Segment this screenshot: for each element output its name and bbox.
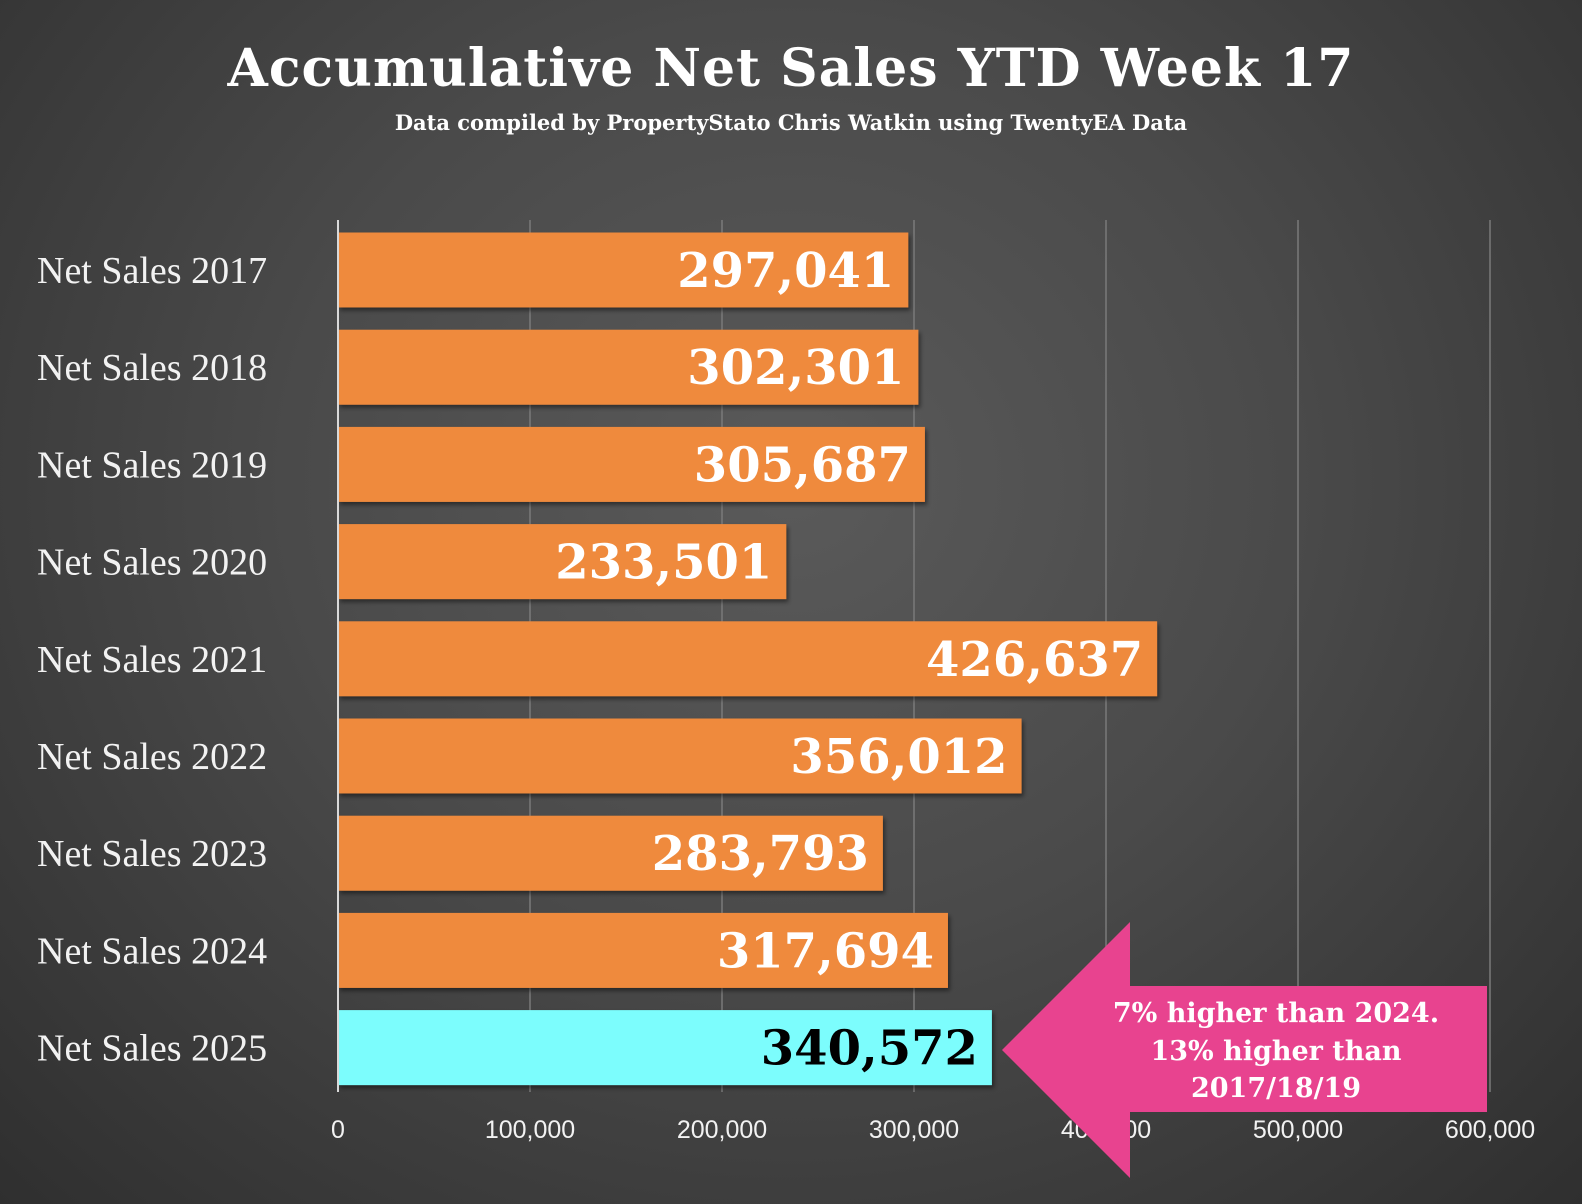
bar <box>338 621 1158 697</box>
value-label: 305,687 <box>694 437 911 493</box>
category-label: Net Sales 2022 <box>37 736 267 778</box>
x-tick-label: 300,000 <box>869 1116 959 1144</box>
x-tick-label: 0 <box>331 1116 345 1144</box>
value-label: 340,572 <box>761 1021 978 1077</box>
bar-highlight <box>338 1010 992 1086</box>
category-label: Net Sales 2024 <box>37 930 267 972</box>
category-label: Net Sales 2023 <box>37 833 267 875</box>
value-label: 356,012 <box>790 729 1007 785</box>
chart-subtitle: Data compiled by PropertyStato Chris Wat… <box>394 110 1188 135</box>
bar <box>338 912 948 988</box>
bar <box>338 232 909 308</box>
x-tick-label: 500,000 <box>1253 1116 1343 1144</box>
callout-text-line: 13% higher than <box>1150 1036 1401 1067</box>
bar <box>338 718 1022 794</box>
value-label: 302,301 <box>687 340 904 396</box>
category-label: Net Sales 2025 <box>37 1028 267 1070</box>
x-tick-label: 100,000 <box>485 1116 575 1144</box>
callout-text-line: 7% higher than 2024. <box>1113 998 1439 1029</box>
callout-arrow <box>1002 922 1487 1178</box>
value-label: 426,637 <box>926 632 1143 688</box>
category-label: Net Sales 2019 <box>37 444 267 486</box>
x-tick-label: 200,000 <box>677 1116 767 1144</box>
bar <box>338 329 919 405</box>
bar <box>338 426 925 502</box>
bar <box>338 815 883 891</box>
value-label: 297,041 <box>677 243 894 299</box>
value-label: 233,501 <box>555 535 772 591</box>
bar <box>338 524 787 600</box>
x-tick-label: 600,000 <box>1445 1116 1535 1144</box>
category-label: Net Sales 2017 <box>37 250 267 292</box>
category-label: Net Sales 2021 <box>37 639 267 681</box>
category-label: Net Sales 2018 <box>37 347 267 389</box>
value-label: 283,793 <box>652 826 869 882</box>
category-label: Net Sales 2020 <box>37 542 267 584</box>
callout-text-line: 2017/18/19 <box>1191 1073 1361 1104</box>
chart-title: Accumulative Net Sales YTD Week 17 <box>227 38 1355 99</box>
value-label: 317,694 <box>717 923 934 979</box>
